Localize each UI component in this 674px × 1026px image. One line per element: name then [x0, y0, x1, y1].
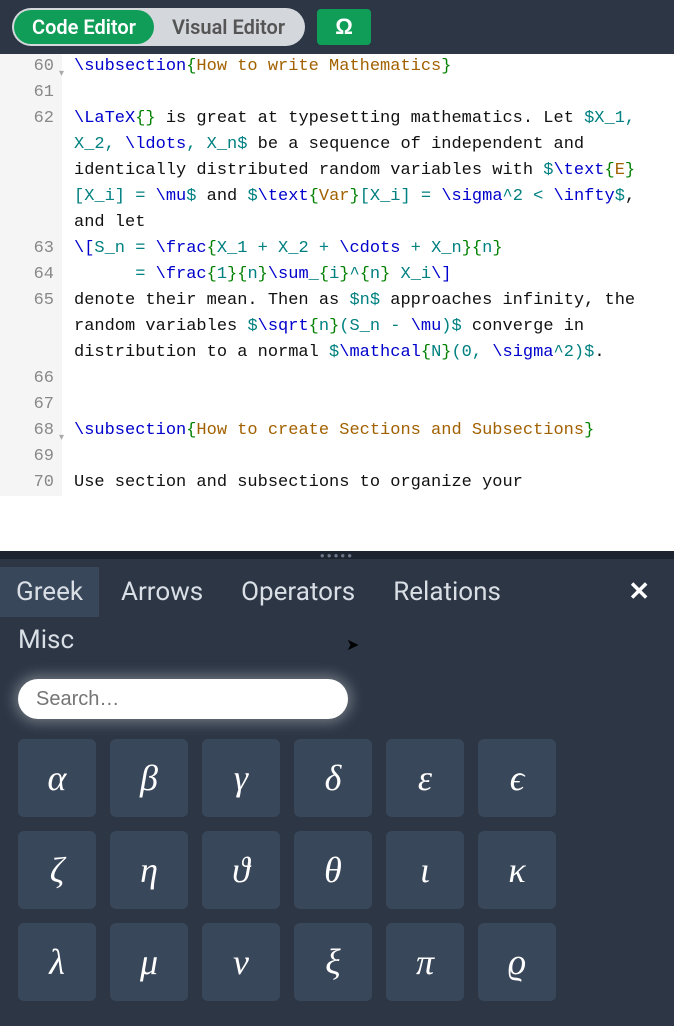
symbol-zeta[interactable]: ζ [18, 831, 96, 909]
code-content[interactable] [62, 444, 674, 470]
code-line[interactable]: 61 [0, 80, 674, 106]
symbol-grid-scroll[interactable]: αβγδεϵ ζηϑθικ λμνξπϱ [0, 733, 674, 1026]
symbol-beta[interactable]: β [110, 739, 188, 817]
symbol-delta[interactable]: δ [294, 739, 372, 817]
code-content[interactable]: Use section and subsections to organize … [62, 470, 674, 496]
symbol-tab-greek[interactable]: Greek [0, 567, 99, 617]
code-line[interactable]: 69 [0, 444, 674, 470]
code-line[interactable]: 67 [0, 392, 674, 418]
symbol-grid: αβγδεϵ ζηϑθικ λμνξπϱ [18, 739, 662, 1001]
symbol-tab-misc[interactable]: Misc [14, 617, 660, 663]
tab-visual-editor[interactable]: Visual Editor [154, 10, 303, 44]
editor-mode-tabs: Code Editor Visual Editor [12, 8, 305, 46]
line-number: 65 [0, 288, 62, 366]
symbol-varrho[interactable]: ϱ [478, 923, 556, 1001]
code-line[interactable]: 63\[S_n = \frac{X_1 + X_2 + \cdots + X_n… [0, 236, 674, 262]
line-number: 63 [0, 236, 62, 262]
code-line[interactable]: 70Use section and subsections to organiz… [0, 470, 674, 496]
line-number: 60▾ [0, 54, 62, 80]
code-line[interactable]: 66 [0, 366, 674, 392]
symbol-search-wrap [0, 671, 674, 733]
code-content[interactable]: denote their mean. Then as $n$ approache… [62, 288, 674, 366]
line-number: 64 [0, 262, 62, 288]
symbol-category-tabs-row2: Misc [0, 617, 674, 671]
insert-symbol-button[interactable]: Ω [317, 9, 371, 45]
code-editor-pane: 60▾\subsection{How to write Mathematics}… [0, 54, 674, 551]
symbol-xi[interactable]: ξ [294, 923, 372, 1001]
line-number: 69 [0, 444, 62, 470]
symbol-varepsilon[interactable]: ε [386, 739, 464, 817]
symbol-theta[interactable]: θ [294, 831, 372, 909]
symbol-search-input[interactable] [18, 679, 348, 719]
code-content[interactable] [62, 80, 674, 106]
symbol-eta[interactable]: η [110, 831, 188, 909]
code-content[interactable] [62, 392, 674, 418]
code-content[interactable]: \[S_n = \frac{X_1 + X_2 + \cdots + X_n}{… [62, 236, 674, 262]
code-line[interactable]: 64 = \frac{1}{n}\sum_{i}^{n} X_i\] [0, 262, 674, 288]
symbol-lambda[interactable]: λ [18, 923, 96, 1001]
symbol-tab-operators[interactable]: Operators [225, 567, 371, 617]
code-line[interactable]: 65denote their mean. Then as $n$ approac… [0, 288, 674, 366]
code-content[interactable] [62, 366, 674, 392]
line-number: 62 [0, 106, 62, 236]
line-number: 70 [0, 470, 62, 496]
symbol-tab-relations[interactable]: Relations [377, 567, 517, 617]
code-content[interactable]: \subsection{How to write Mathematics} [62, 54, 674, 80]
close-icon[interactable]: ✕ [618, 573, 660, 611]
symbol-mu[interactable]: μ [110, 923, 188, 1001]
symbol-vartheta[interactable]: ϑ [202, 831, 280, 909]
code-content[interactable]: \subsection{How to create Sections and S… [62, 418, 674, 444]
symbol-nu[interactable]: ν [202, 923, 280, 1001]
symbol-gamma[interactable]: γ [202, 739, 280, 817]
line-number: 61 [0, 80, 62, 106]
symbol-tab-arrows[interactable]: Arrows [105, 567, 219, 617]
code-content[interactable]: = \frac{1}{n}\sum_{i}^{n} X_i\] [62, 262, 674, 288]
code-line[interactable]: 60▾\subsection{How to write Mathematics} [0, 54, 674, 80]
symbol-iota[interactable]: ι [386, 831, 464, 909]
code-editor-scroll[interactable]: 60▾\subsection{How to write Mathematics}… [0, 54, 674, 551]
pane-resize-handle[interactable]: ●●●●● [0, 551, 674, 559]
symbol-pi[interactable]: π [386, 923, 464, 1001]
line-number: 66 [0, 366, 62, 392]
symbol-kappa[interactable]: κ [478, 831, 556, 909]
top-toolbar: Code Editor Visual Editor Ω [0, 0, 674, 54]
line-number: 67 [0, 392, 62, 418]
code-line[interactable]: 62\LaTeX{} is great at typesetting mathe… [0, 106, 674, 236]
symbol-panel: GreekArrowsOperatorsRelations ✕ Misc αβγδ… [0, 559, 674, 1026]
code-line[interactable]: 68▾\subsection{How to create Sections an… [0, 418, 674, 444]
symbol-alpha[interactable]: α [18, 739, 96, 817]
tab-code-editor[interactable]: Code Editor [14, 10, 154, 44]
line-number: 68▾ [0, 418, 62, 444]
symbol-category-tabs: GreekArrowsOperatorsRelations ✕ [0, 559, 674, 617]
code-content[interactable]: \LaTeX{} is great at typesetting mathema… [62, 106, 674, 236]
symbol-epsilon[interactable]: ϵ [478, 739, 556, 817]
